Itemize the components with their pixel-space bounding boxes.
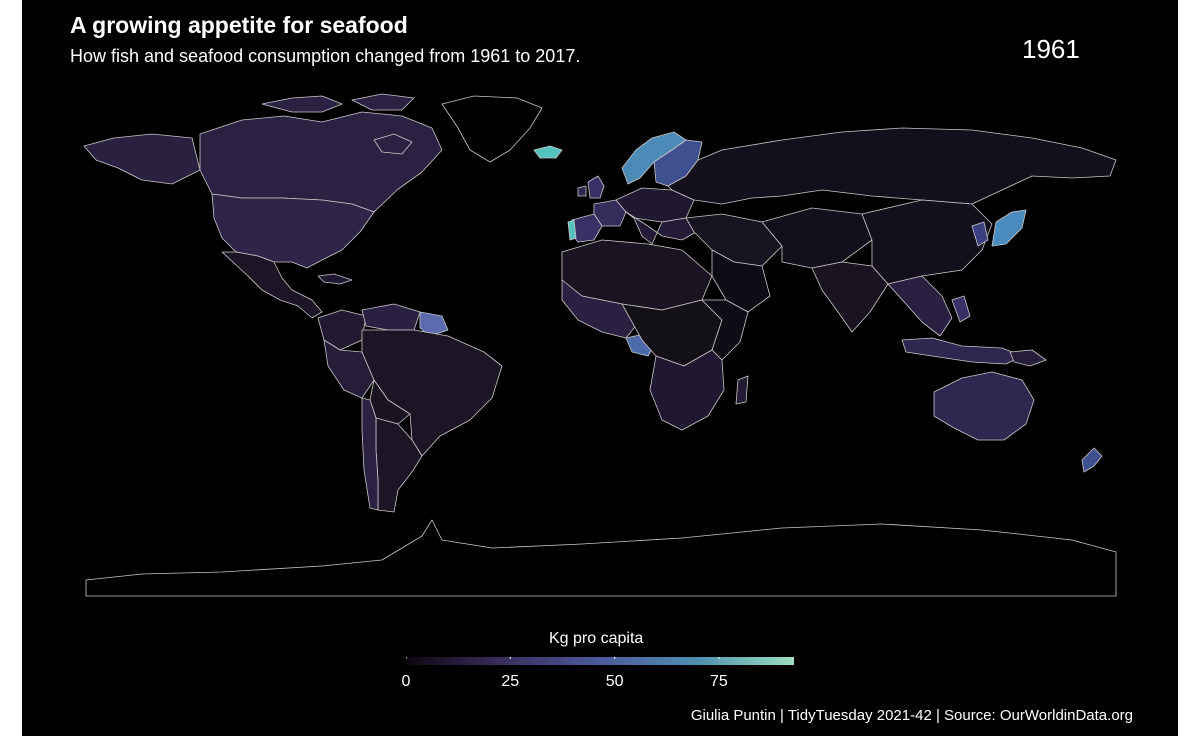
legend-tick-label: 75: [709, 673, 728, 690]
map-region-antarctica: [85, 519, 1117, 597]
map-region-arabia: [711, 249, 771, 313]
map-region-iceland: [533, 145, 563, 159]
map-region-east-africa: [701, 299, 749, 361]
map-region-japan: [991, 209, 1027, 247]
map-region-indonesia: [901, 337, 1023, 365]
year-label: 1961: [1022, 34, 1080, 64]
map-region-guianas: [419, 311, 449, 337]
map-region-mexico: [221, 251, 323, 319]
map-region-southern-africa: [649, 349, 725, 431]
map-region-russia: [667, 127, 1117, 205]
map-subtitle: How fish and seafood consumption changed…: [70, 46, 581, 66]
map-region-korea: [971, 221, 989, 247]
legend-title: Kg pro capita: [549, 630, 644, 647]
map-region-chile: [361, 397, 379, 511]
map-region-iran-central-asia: [761, 207, 873, 269]
map-region-arctic-islands: [261, 93, 415, 155]
map-region-new-zealand: [1081, 447, 1103, 473]
source-caption: Giulia Puntin | TidyTuesday 2021-42 | So…: [690, 707, 1133, 724]
map-region-southeast-asia: [887, 275, 953, 337]
map-region-cuba: [317, 273, 353, 285]
map-region-portugal: [567, 219, 577, 241]
legend-tick-label: 0: [401, 673, 411, 690]
map-figure: A growing appetite for seafood How fish …: [22, 0, 1178, 736]
legend-color-bar: [406, 657, 794, 665]
map-region-greenland: [441, 95, 543, 163]
map-region-alaska: [83, 133, 201, 185]
map-region-peru: [323, 339, 375, 399]
legend-tick-label: 50: [605, 673, 624, 690]
map-region-usa: [211, 193, 375, 269]
map-region-new-guinea: [1009, 349, 1047, 367]
map-region-india: [811, 261, 889, 333]
map-region-philippines: [951, 295, 971, 323]
map-title: A growing appetite for seafood: [70, 12, 408, 38]
legend-tick-label: 25: [501, 673, 520, 690]
world-map: [83, 93, 1117, 597]
map-region-china: [861, 199, 993, 285]
map-region-uk: [587, 175, 605, 199]
map-region-ireland: [577, 185, 587, 197]
map-region-madagascar: [735, 375, 749, 405]
map-region-venezuela: [361, 303, 421, 331]
map-region-australia: [933, 371, 1035, 441]
